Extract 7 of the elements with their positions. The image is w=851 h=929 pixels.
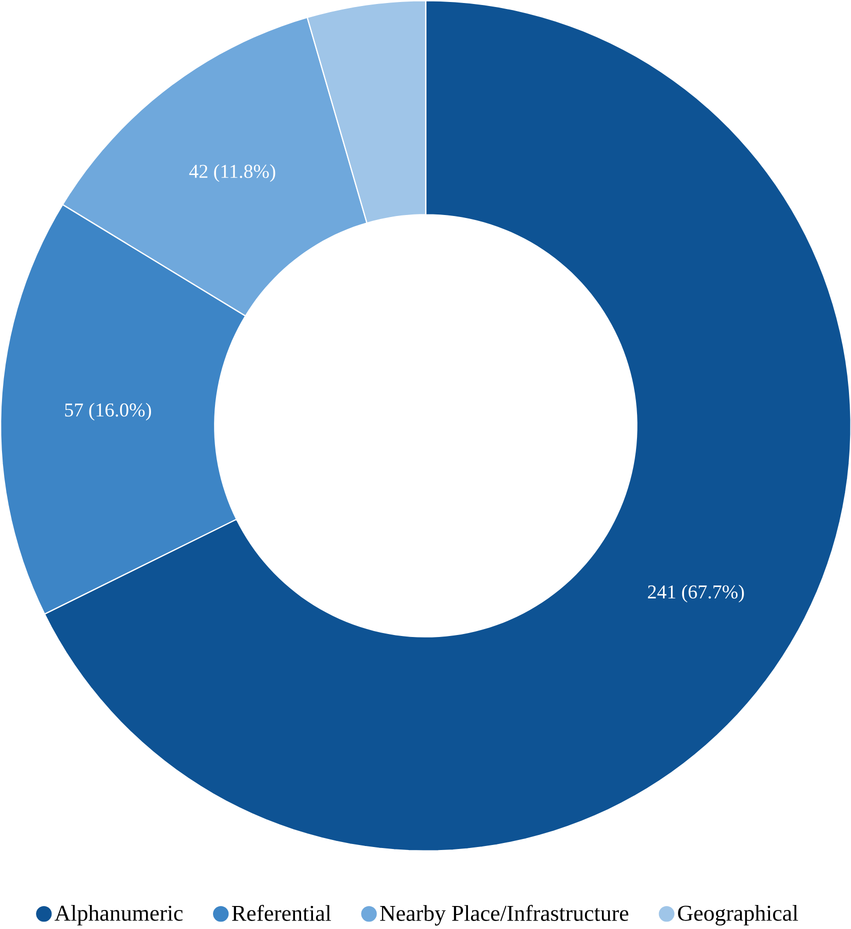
data-label: 57 (16.0%) xyxy=(64,402,151,421)
legend-label: Nearby Place/Infrastructure xyxy=(380,904,628,926)
legend-label: Referential xyxy=(232,904,331,921)
data-label: 42 (11.8%) xyxy=(189,164,275,182)
legend-label: Alphanumeric xyxy=(54,905,182,926)
data-label: 241 (67.7%) xyxy=(648,584,744,602)
legend-label: Geographical xyxy=(678,905,798,926)
